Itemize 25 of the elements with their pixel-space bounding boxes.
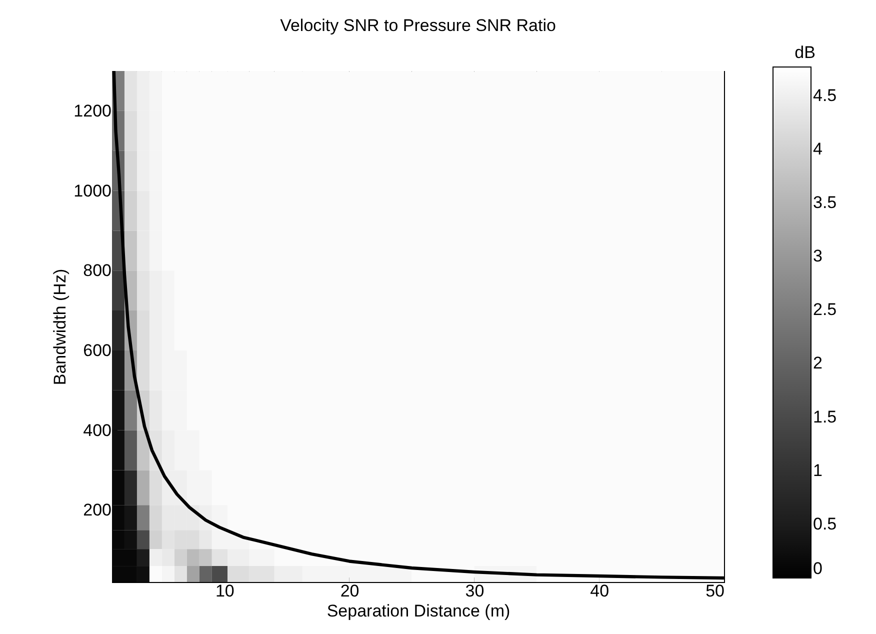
color-bar-label: 2: [813, 354, 822, 373]
y-tick-label: 600: [83, 340, 112, 360]
color-bar-label: 3: [813, 246, 822, 266]
color-bar-label: 2.5: [813, 300, 837, 320]
x-tick-label: 30: [465, 582, 484, 600]
x-tick-label: 40: [590, 582, 610, 600]
color-bar-label: 1.5: [813, 407, 837, 426]
x-axis-title: Separation Distance (m): [326, 602, 510, 620]
color-bar-label: 0: [813, 559, 822, 578]
color-bar-label: 3.5: [813, 193, 837, 212]
x-tick-label: 10: [215, 582, 234, 600]
color-bar-label: 1: [813, 460, 822, 480]
y-tick-label: 400: [83, 420, 112, 440]
color-bar-label: 4: [813, 139, 822, 158]
chart-title: Velocity SNR to Pressure SNR Ratio: [280, 16, 556, 35]
x-tick-label: 20: [340, 582, 360, 600]
y-tick-label: 1200: [74, 101, 112, 120]
y-tick-label: 200: [83, 500, 112, 520]
y-tick-label: 1000: [74, 181, 112, 200]
y-axis-title: Bandwidth (Hz): [50, 268, 70, 386]
color-bar-label: 4.5: [813, 86, 837, 105]
color-bar-label: 0.5: [813, 514, 837, 534]
x-tick-label: 50: [706, 582, 724, 600]
color-bar-title: dB: [794, 43, 816, 62]
y-tick-label: 800: [83, 261, 112, 280]
